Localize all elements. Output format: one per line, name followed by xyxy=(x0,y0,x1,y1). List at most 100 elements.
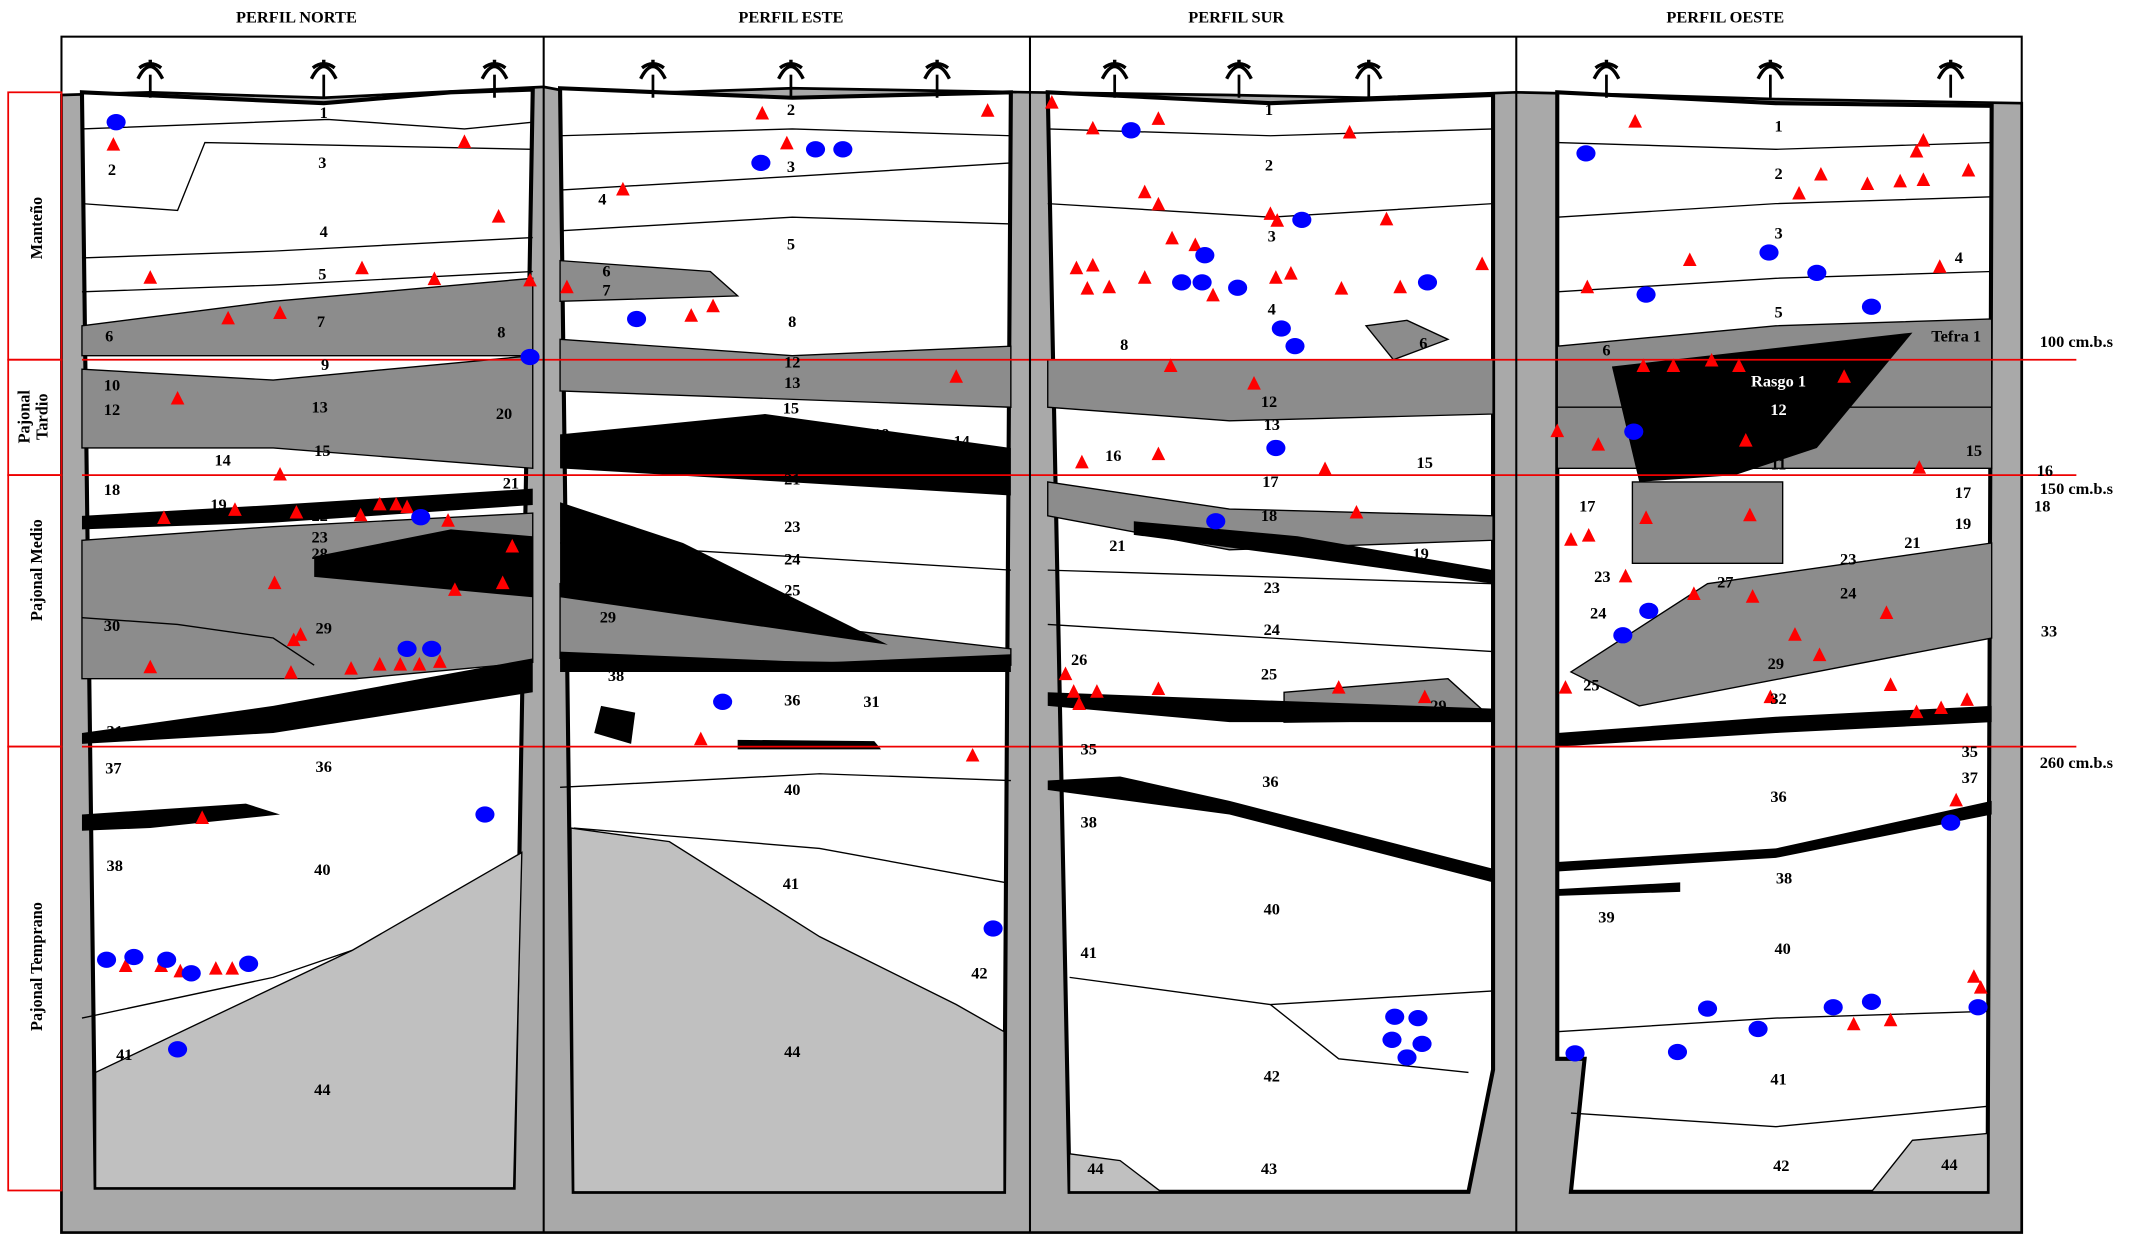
layer-label: 8 xyxy=(788,312,796,331)
blue-dot xyxy=(627,311,646,327)
blue-dot xyxy=(1385,1009,1404,1025)
layer-label: 21 xyxy=(1109,536,1125,555)
layer-label: 4 xyxy=(1955,248,1963,267)
layer-label: 37 xyxy=(105,758,121,777)
layer-label: 44 xyxy=(1941,1155,1957,1174)
layer-label: 39 xyxy=(1598,908,1614,927)
layer-label: 30 xyxy=(104,616,120,635)
blue-dot xyxy=(1576,145,1595,161)
layer-label: 29 xyxy=(1768,654,1784,673)
layer-label: 37 xyxy=(1962,768,1978,787)
blue-dot xyxy=(182,965,201,981)
layer-label: 4 xyxy=(598,190,606,209)
layer-label: 6 xyxy=(105,327,113,346)
layer-label: 5 xyxy=(1774,302,1782,321)
layer-label: 21 xyxy=(784,469,800,488)
layer-label: 6 xyxy=(1419,334,1427,353)
panel-title: PERFIL ESTE xyxy=(738,8,843,27)
layer-label: 36 xyxy=(1262,772,1278,791)
layer-label: 36 xyxy=(316,757,332,776)
period-label: Manteño xyxy=(27,197,46,259)
layer-label: 42 xyxy=(1264,1067,1280,1086)
layer-label: 17 xyxy=(1579,496,1595,515)
layer-label: 38 xyxy=(107,856,123,875)
layer-label: 14 xyxy=(214,450,230,469)
period-label: Pajonal Medio xyxy=(27,519,46,621)
layer-label: 18 xyxy=(873,425,889,444)
blue-dot xyxy=(1193,274,1212,290)
layer-label: 24 xyxy=(784,549,800,568)
panel-title: PERFIL OESTE xyxy=(1666,8,1784,27)
layer-label: 1 xyxy=(1774,116,1782,135)
layer-label: 26 xyxy=(1071,650,1087,669)
layer-label: 14 xyxy=(953,431,969,450)
layer-label: 21 xyxy=(1904,533,1920,552)
blue-dot xyxy=(1636,286,1655,302)
layer-label: 19 xyxy=(1412,544,1428,563)
blue-dot xyxy=(1824,999,1843,1015)
layer-label: 38 xyxy=(1081,813,1097,832)
layer-label: 3 xyxy=(1774,224,1782,243)
layer-label: 28 xyxy=(311,544,327,563)
layer-label: 23 xyxy=(1264,578,1280,597)
blue-dot xyxy=(520,349,539,365)
blue-dot xyxy=(1195,247,1214,263)
layer-label: 42 xyxy=(1773,1156,1789,1175)
blue-dot xyxy=(1412,1036,1431,1052)
layer-label: 23 xyxy=(784,517,800,536)
layer-label: 18 xyxy=(1261,506,1277,525)
layer-label: 16 xyxy=(1105,446,1121,465)
layer-label: 12 xyxy=(784,353,800,372)
layer-label: 2 xyxy=(1774,164,1782,183)
blue-dot xyxy=(1639,603,1658,619)
layer-label: 25 xyxy=(1583,676,1599,695)
layer-label: 12 xyxy=(1770,400,1786,419)
blue-dot xyxy=(1565,1045,1584,1061)
panel-title: PERFIL SUR xyxy=(1188,8,1284,27)
layer-label: 40 xyxy=(1264,900,1280,919)
layer-label: 8 xyxy=(1120,335,1128,354)
layer-label: 1 xyxy=(1265,100,1273,119)
layer-label: 31 xyxy=(107,722,123,741)
blue-dot xyxy=(1749,1021,1768,1037)
layer-label: 34 xyxy=(1770,718,1786,737)
layer-label: 40 xyxy=(1774,939,1790,958)
layer-label: 13 xyxy=(311,397,327,416)
blue-dot xyxy=(1759,244,1778,260)
layer-label: 5 xyxy=(787,234,795,253)
layer-label: 2 xyxy=(108,160,116,179)
layer-label: 1 xyxy=(320,103,328,122)
layer-label: 29 xyxy=(316,619,332,638)
layer-label: 18 xyxy=(104,480,120,499)
layer-label: 41 xyxy=(116,1045,132,1064)
blue-dot xyxy=(475,806,494,822)
blue-dot xyxy=(411,509,430,525)
layer-label: 15 xyxy=(1966,441,1982,460)
blue-dot xyxy=(984,920,1003,936)
layer-label: 24 xyxy=(1840,583,1856,602)
layer-label: 36 xyxy=(784,691,800,710)
layer-label: 41 xyxy=(1081,943,1097,962)
layer-label: 33 xyxy=(2041,621,2057,640)
layer-label: 5 xyxy=(318,264,326,283)
layer-label: 6 xyxy=(1602,340,1610,359)
layer-label: 4 xyxy=(320,222,328,241)
pit-sur xyxy=(1048,92,1493,1192)
layer-label: 20 xyxy=(496,404,512,423)
layer-label: 23 xyxy=(1594,567,1610,586)
layer-label: 22 xyxy=(311,506,327,525)
layer-label: 31 xyxy=(1255,703,1271,722)
layer-label: 8 xyxy=(497,323,505,342)
layer-label: 3 xyxy=(318,153,326,172)
blue-dot xyxy=(1292,212,1311,228)
blue-dot xyxy=(1807,265,1826,281)
blue-dot xyxy=(1272,320,1291,336)
blue-dot xyxy=(1172,274,1191,290)
layer-label: 28 xyxy=(784,615,800,634)
layer-label: 12 xyxy=(104,400,120,419)
depth-label: 260 cm.b.s xyxy=(2040,753,2113,772)
layer-label: 15 xyxy=(783,399,799,418)
blue-dot xyxy=(422,641,441,657)
blue-dot xyxy=(1408,1010,1427,1026)
layer-label: 43 xyxy=(1261,1159,1277,1178)
